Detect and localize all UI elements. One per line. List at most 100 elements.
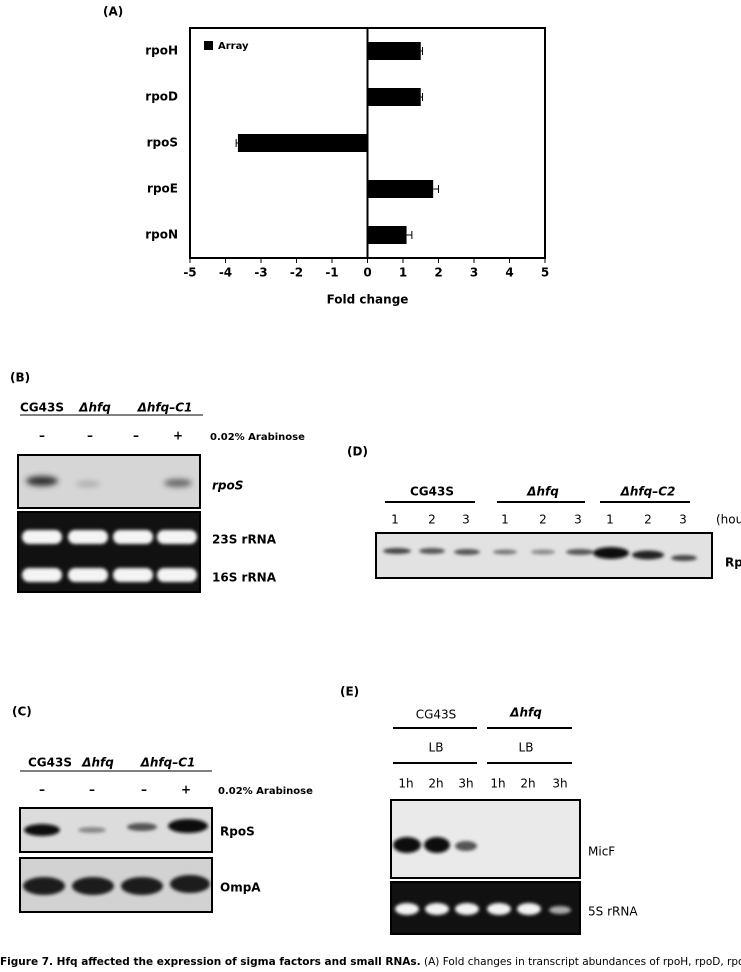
strain: Δhfq xyxy=(509,706,542,720)
panel-e: (E) CG43S Δhfq LB LB 1h 2h 3h 1h 2h 3h MicF 5… xyxy=(340,685,638,935)
caption: Figure 7. Hfq affected the expression of… xyxy=(0,956,741,968)
bar xyxy=(367,42,421,60)
strain: Δhfq xyxy=(81,756,114,770)
bar xyxy=(367,226,407,244)
strain: CG43S xyxy=(416,708,457,722)
bands xyxy=(395,903,571,915)
time-label: 1h xyxy=(398,777,413,791)
caption-title: Figure 7. Hfq affected the expression of… xyxy=(0,956,421,968)
bands xyxy=(393,837,477,853)
blot xyxy=(390,799,581,879)
hour-labels: 1 2 3 1 2 3 1 2 3 xyxy=(391,513,687,527)
x-tick-label: -4 xyxy=(219,266,232,280)
bands xyxy=(383,547,697,561)
legend-label: Array xyxy=(218,41,249,52)
time-label: 3h xyxy=(458,777,473,791)
x-tick-label: -1 xyxy=(325,266,338,280)
band xyxy=(76,481,100,487)
time-label: 2h xyxy=(428,777,443,791)
y-tick-label: rpoE xyxy=(147,182,178,196)
condition: – xyxy=(141,783,147,797)
hour-label: 1 xyxy=(501,513,509,527)
condition: – xyxy=(133,429,139,443)
strain: CG43S xyxy=(20,401,64,415)
band xyxy=(26,476,58,486)
panel-label: (B) xyxy=(10,371,30,385)
strain: CG43S xyxy=(28,756,72,770)
bar xyxy=(367,180,434,198)
condition-label: 0.02% Arabinose xyxy=(218,786,313,797)
hour-label: 1 xyxy=(391,513,399,527)
strain: CG43S xyxy=(410,485,454,499)
y-tick-label: rpoN xyxy=(145,228,178,242)
strain: Δhfq–C2 xyxy=(620,485,676,499)
blot-label: rpoS xyxy=(212,479,243,493)
x-axis-label: Fold change xyxy=(327,293,409,307)
panel-label: (A) xyxy=(103,5,123,19)
dividers xyxy=(393,727,572,764)
panel-a: (A) -5 -4 -3 -2 -1 0 1 2 3 4 5 Fold change rpoH rpoD rp… xyxy=(103,5,549,307)
strain: Δhfq xyxy=(78,401,111,415)
caption-text: (A) Fold changes in transcript abundance… xyxy=(424,956,741,968)
time-label: 1h xyxy=(490,777,505,791)
condition: – xyxy=(89,783,95,797)
blot-label: OmpA xyxy=(220,881,261,895)
hour-label: 2 xyxy=(428,513,436,527)
bar xyxy=(367,88,421,106)
bands xyxy=(24,819,208,836)
x-tick-label: 5 xyxy=(541,266,549,280)
x-tick-label: 1 xyxy=(399,266,407,280)
condition: + xyxy=(173,429,183,443)
legend-swatch xyxy=(204,41,213,50)
y-tick-label: rpoD xyxy=(145,90,178,104)
blot-label: 5S rRNA xyxy=(588,905,638,919)
bands xyxy=(22,530,197,582)
blot-label: RpoE xyxy=(725,556,741,570)
error-bar xyxy=(235,139,238,147)
blot xyxy=(390,881,581,935)
blot-label: RpoS xyxy=(220,825,255,839)
bar xyxy=(237,134,368,152)
y-tick-label: rpoS xyxy=(147,136,178,150)
condition-label: 0.02% Arabinose xyxy=(210,432,305,443)
error-bar xyxy=(433,185,439,193)
panel-label: (E) xyxy=(340,685,359,699)
error-bar xyxy=(420,47,424,55)
condition: + xyxy=(181,783,191,797)
hour-label: 2 xyxy=(644,513,652,527)
y-tick-label: rpoH xyxy=(145,44,178,58)
blot-label: 16S rRNA xyxy=(212,571,277,585)
error-bar xyxy=(406,231,413,239)
x-tick-label: -2 xyxy=(290,266,303,280)
blot-label: MicF xyxy=(588,845,615,859)
x-tick-label: 0 xyxy=(363,266,371,280)
panel-c: (C) CG43S Δhfq Δhfq–C1 – – – + 0.02% Ara… xyxy=(12,705,313,913)
x-tick-label: -5 xyxy=(183,266,196,280)
time-label: 2h xyxy=(520,777,535,791)
hour-label: 2 xyxy=(539,513,547,527)
condition: – xyxy=(39,429,45,443)
hour-label: 1 xyxy=(606,513,614,527)
hour-label: 3 xyxy=(574,513,582,527)
panel-label: (D) xyxy=(347,445,368,459)
bands xyxy=(23,875,210,895)
x-tick-label: -3 xyxy=(254,266,267,280)
strain: Δhfq–C1 xyxy=(140,756,196,770)
hour-label: 3 xyxy=(462,513,470,527)
medium: LB xyxy=(429,741,444,755)
strain: Δhfq–C1 xyxy=(137,401,193,415)
panel-label: (C) xyxy=(12,705,32,719)
unit: (hour) xyxy=(716,513,741,527)
time-labels: 1h 2h 3h 1h 2h 3h xyxy=(398,777,567,791)
band xyxy=(164,479,192,487)
x-tick-label: 4 xyxy=(505,266,513,280)
blot-label: 23S rRNA xyxy=(212,533,277,547)
condition: – xyxy=(39,783,45,797)
strain: Δhfq xyxy=(526,485,559,499)
time-label: 3h xyxy=(552,777,567,791)
panel-b: (B) CG43S Δhfq Δhfq–C1 – – – + 0.02% Ara… xyxy=(10,371,305,593)
error-bar xyxy=(420,93,424,101)
x-tick-label: 2 xyxy=(434,266,442,280)
